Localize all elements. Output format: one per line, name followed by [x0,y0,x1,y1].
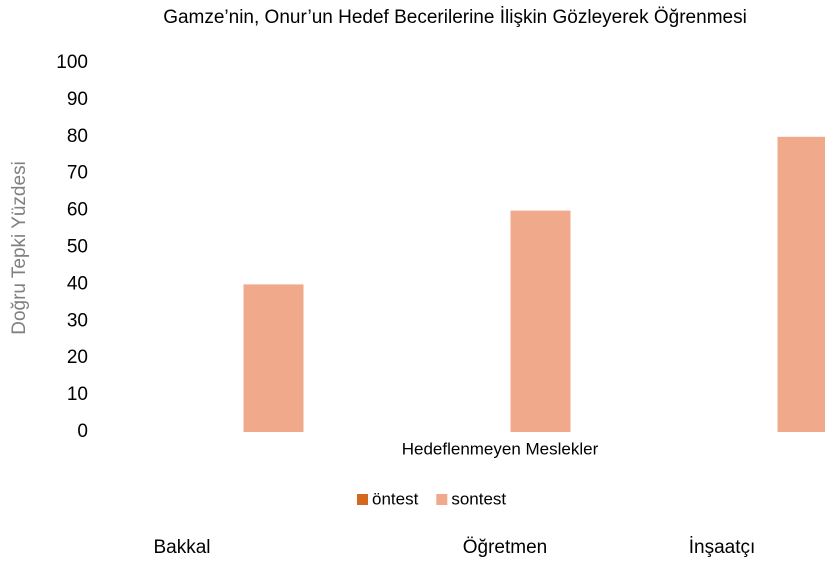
y-tick-label: 30 [67,310,88,331]
legend-swatch [357,494,368,505]
chart-title: Gamze’nin, Onur’un Hedef Becerilerine İl… [163,7,747,28]
bar [777,136,825,433]
legend-label: sontest [451,489,506,508]
y-tick-label: 20 [67,347,88,368]
x-tick-label: Bakkal [153,537,210,558]
y-axis-label: Doğru Tepki Yüzdesi [9,161,30,335]
y-tick-label: 60 [67,200,88,221]
x-tick-label: Öğretmen [463,537,547,558]
y-tick-label: 40 [67,273,88,294]
x-tick-label: İnşaatçı [689,537,756,558]
y-tick-label: 90 [67,89,88,110]
y-tick-label: 100 [56,52,88,73]
legend-label: öntest [372,489,419,508]
y-tick-label: 70 [67,163,88,184]
x-axis-label: Hedeflenmeyen Meslekler [402,439,599,458]
y-tick-label: 0 [77,421,88,442]
bar [510,210,571,432]
bar [243,284,304,432]
plot-area [243,136,825,433]
y-tick-label: 80 [67,126,88,147]
y-tick-label: 10 [67,384,88,405]
y-tick-label: 50 [67,237,88,258]
legend-swatch [436,494,448,505]
